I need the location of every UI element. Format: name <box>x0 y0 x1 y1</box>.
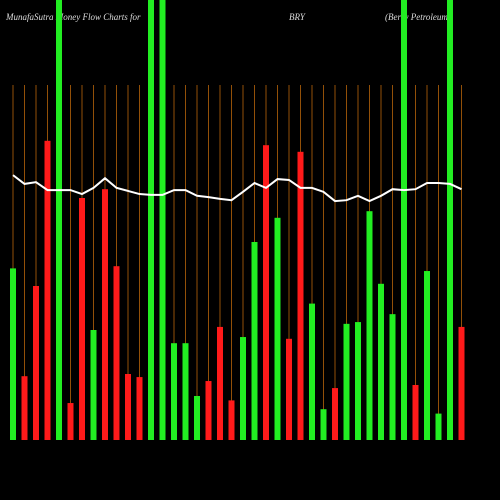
bar <box>125 374 131 440</box>
bar <box>263 145 269 440</box>
bar <box>320 409 327 440</box>
ticker: BRY <box>289 12 306 22</box>
bar <box>21 376 28 440</box>
bar <box>148 0 154 440</box>
bar <box>389 314 396 440</box>
money-flow-line <box>12 174 462 203</box>
bar <box>401 0 407 440</box>
bar <box>309 303 315 440</box>
bar <box>240 337 246 440</box>
bar <box>171 343 177 440</box>
bar <box>251 242 258 440</box>
bar <box>366 211 373 440</box>
bar <box>412 385 419 440</box>
bar <box>424 271 430 440</box>
bar <box>194 396 200 440</box>
bar <box>378 283 384 440</box>
bar <box>205 381 212 440</box>
bar <box>136 377 143 440</box>
chart-title: MunafaSutra Money Flow Charts for <box>5 12 141 22</box>
bar <box>355 322 361 440</box>
bar <box>458 326 465 440</box>
bar <box>228 400 235 440</box>
bar <box>90 330 97 440</box>
bar <box>102 189 108 440</box>
bar <box>286 338 292 440</box>
bar <box>217 326 223 440</box>
bar <box>113 266 120 440</box>
bar <box>447 0 453 440</box>
bar <box>332 388 338 440</box>
bar <box>79 198 85 440</box>
bar <box>297 151 304 441</box>
bar <box>343 323 350 440</box>
bar <box>67 403 74 440</box>
bar <box>56 0 62 440</box>
company: (Berry Petroleum <box>385 12 448 22</box>
bar <box>159 0 166 440</box>
bar <box>274 217 281 440</box>
bar <box>44 140 51 441</box>
bar <box>182 343 189 440</box>
bar <box>33 286 39 440</box>
bar <box>435 413 442 440</box>
bar <box>10 268 16 440</box>
